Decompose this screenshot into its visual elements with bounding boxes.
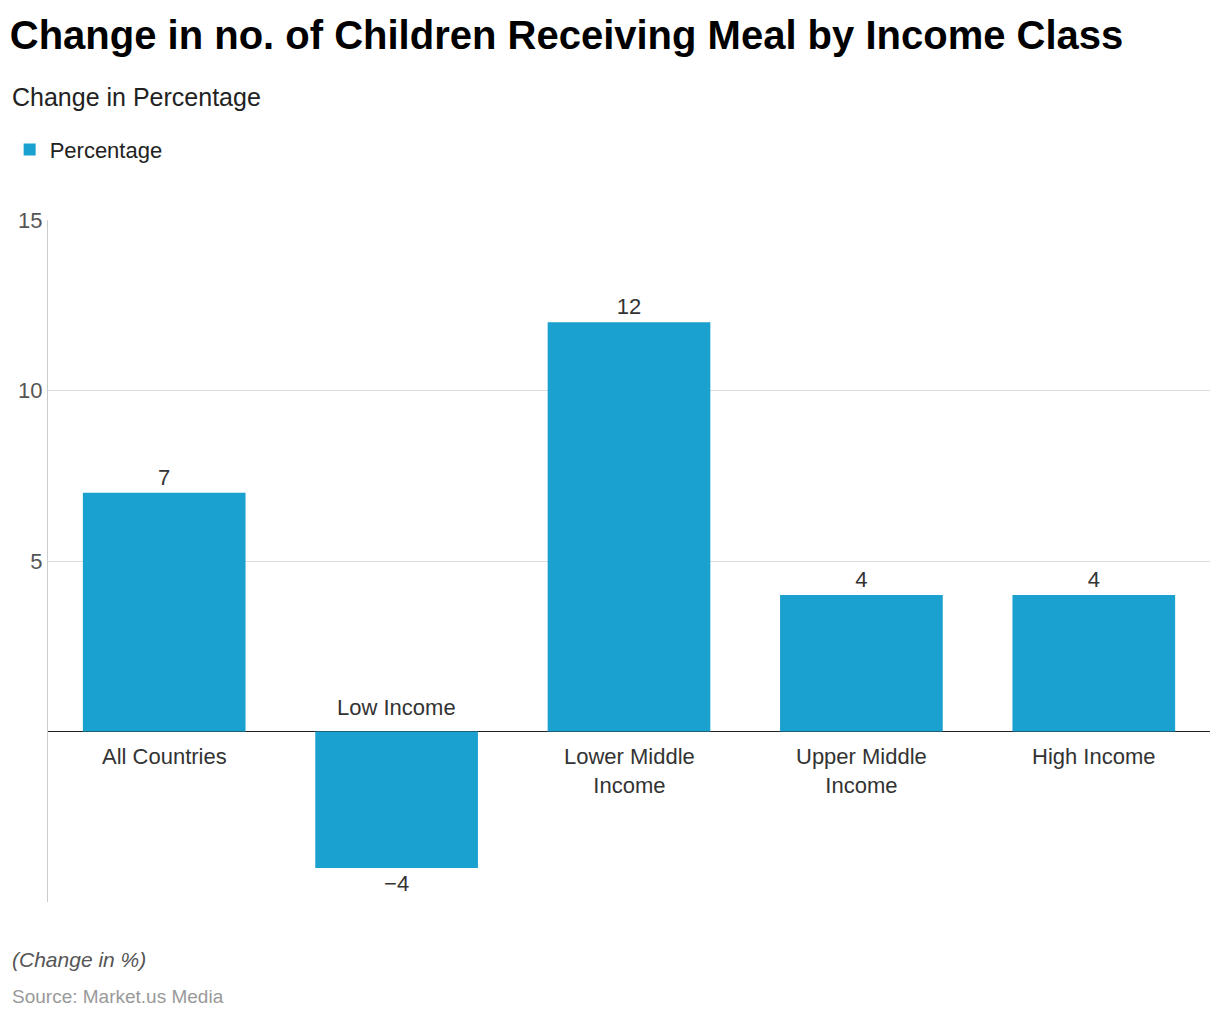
svg-text:7: 7 [158, 465, 170, 490]
svg-text:Source: Market.us Media: Source: Market.us Media [12, 986, 224, 1007]
svg-text:5: 5 [30, 549, 42, 574]
svg-text:12: 12 [617, 294, 641, 319]
svg-text:Lower MiddleIncome: Lower MiddleIncome [564, 744, 695, 798]
svg-text:−4: −4 [384, 871, 409, 896]
svg-text:4: 4 [855, 567, 867, 592]
svg-text:High Income: High Income [1032, 744, 1156, 769]
svg-text:Change in Percentage: Change in Percentage [12, 83, 261, 111]
svg-text:4: 4 [1088, 567, 1100, 592]
svg-text:15: 15 [18, 208, 42, 233]
svg-text:Change in no. of Children Rece: Change in no. of Children Receiving Meal… [10, 13, 1124, 57]
svg-text:(Change in %): (Change in %) [12, 948, 146, 971]
svg-text:Percentage: Percentage [50, 138, 163, 163]
svg-text:Upper MiddleIncome: Upper MiddleIncome [796, 744, 927, 798]
svg-text:10: 10 [18, 378, 42, 403]
svg-text:All Countries: All Countries [102, 744, 227, 769]
svg-text:Low Income: Low Income [337, 695, 456, 720]
